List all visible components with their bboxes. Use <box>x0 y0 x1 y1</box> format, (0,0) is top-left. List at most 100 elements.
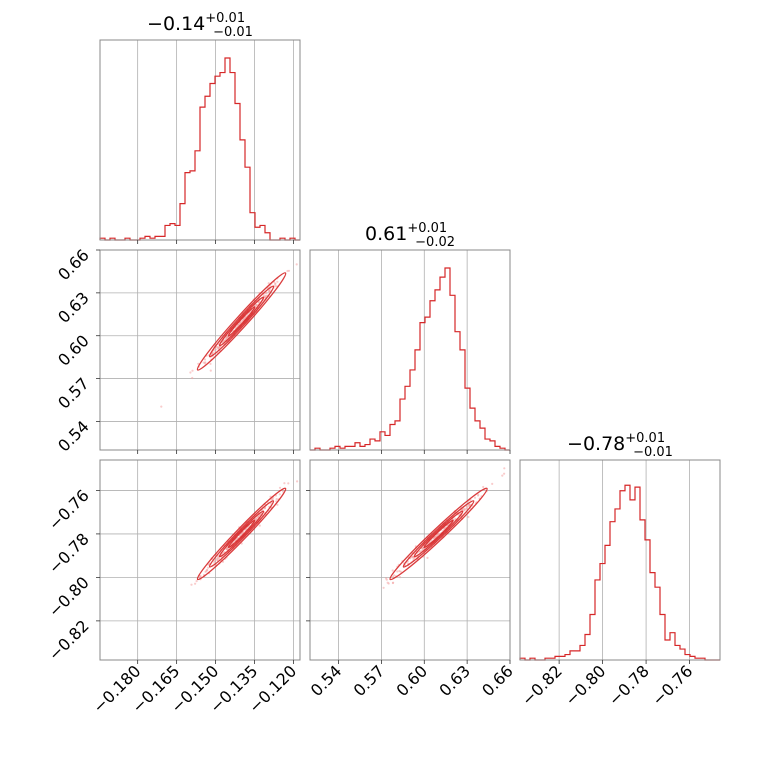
scatter-point <box>282 490 285 493</box>
scatter-point <box>501 474 504 477</box>
contour-level <box>208 500 275 568</box>
scatter-point <box>274 285 277 288</box>
scatter-point <box>391 581 394 585</box>
scatter-point <box>217 557 220 561</box>
scatter-point <box>258 301 261 304</box>
scatter-point <box>194 582 197 585</box>
contour-level <box>227 519 256 549</box>
scatter-point <box>195 580 198 583</box>
x-tick-label-param-3: −0.80 <box>561 661 609 709</box>
contour-level <box>402 500 475 568</box>
scatter-point <box>278 493 281 496</box>
title-param-2: 0.61+0.01 −0.02 <box>365 221 455 250</box>
scatter-point <box>386 581 389 584</box>
scatter-point <box>213 560 216 564</box>
scatter-point <box>191 369 194 372</box>
contour-level <box>389 487 488 581</box>
y-tick-label-param-2: 0.60 <box>54 331 93 370</box>
scatter-point <box>278 486 282 489</box>
scatter-point <box>477 493 480 496</box>
scatter-point <box>436 533 439 536</box>
scatter-point <box>385 577 388 580</box>
y-tick-label-param-2: 0.66 <box>54 245 93 284</box>
scatter-point <box>199 575 202 578</box>
scatter-point <box>268 289 271 292</box>
x-tick-label-param-3: −0.78 <box>605 661 653 709</box>
x-tick-label-param-2: 0.63 <box>435 661 474 700</box>
scatter-point <box>257 515 260 518</box>
x-tick-label-param-2: 0.66 <box>478 661 517 700</box>
contour-level <box>218 510 265 558</box>
scatter-point <box>210 352 213 355</box>
scatter-point <box>276 503 279 506</box>
title-param-1: −0.14+0.01 −0.01 <box>147 11 253 40</box>
y-tick-label-param-3: −0.76 <box>45 486 93 534</box>
scatter-point <box>287 269 291 272</box>
scatter-point <box>398 576 402 579</box>
x-tick-label-param-3: −0.82 <box>518 661 566 709</box>
scatter-point <box>283 482 286 485</box>
scatter-point <box>274 283 277 286</box>
contour-level <box>208 285 275 358</box>
scatter-point <box>503 467 506 470</box>
scatter-point <box>191 376 194 380</box>
x-tick-label-param-2: 0.54 <box>307 661 346 700</box>
scatter-point <box>160 405 163 408</box>
y-tick-label-param-2: 0.63 <box>54 288 93 327</box>
scatter-point <box>434 535 437 538</box>
panel-3-2 <box>306 459 511 664</box>
contour-level <box>218 296 265 347</box>
scatter-point <box>396 570 399 573</box>
scatter-point <box>267 282 270 285</box>
panel-frame <box>309 249 511 451</box>
scatter-point <box>197 362 200 365</box>
scatter-point <box>426 556 429 560</box>
title-param-3: −0.78+0.01 −0.01 <box>567 431 673 460</box>
scatter-point <box>465 505 468 508</box>
scatter-point <box>258 524 261 527</box>
histogram-param-3 <box>519 484 720 661</box>
contour-level <box>196 272 287 371</box>
scatter-point <box>224 336 228 339</box>
scatter-point <box>276 280 279 283</box>
scatter-point <box>393 574 396 577</box>
scatter-point <box>203 362 207 365</box>
contour-level <box>196 487 287 581</box>
scatter-point <box>296 480 299 483</box>
scatter-point <box>204 570 207 573</box>
scatter-point <box>215 557 218 560</box>
scatter-point <box>491 482 494 485</box>
panel-2-2 <box>309 249 511 454</box>
scatter-point <box>468 503 471 506</box>
panel-frame <box>309 459 511 661</box>
x-tick-label-param-2: 0.60 <box>392 661 431 700</box>
scatter-point <box>464 507 467 510</box>
y-tick-label-param-3: −0.82 <box>45 616 93 664</box>
y-tick-label-param-3: −0.78 <box>45 529 93 577</box>
scatter-point <box>473 496 477 499</box>
panel-2-1 <box>96 249 301 454</box>
scatter-point <box>287 482 290 485</box>
scatter-point <box>275 498 278 501</box>
histogram-param-2 <box>310 267 510 451</box>
scatter-point <box>217 347 220 350</box>
scatter-point <box>398 569 401 573</box>
panel-1-1 <box>99 39 301 244</box>
scatter-point <box>295 263 298 266</box>
scatter-point <box>467 515 470 519</box>
y-tick-label-param-2: 0.57 <box>54 374 93 413</box>
scatter-points-3-2 <box>382 467 506 589</box>
scatter-point <box>254 517 257 520</box>
scatter-point <box>209 369 212 372</box>
scatter-point <box>214 348 218 351</box>
scatter-point <box>207 566 210 569</box>
scatter-point <box>190 583 193 586</box>
y-tick-label-param-3: −0.80 <box>45 573 93 621</box>
contour-level <box>227 306 256 337</box>
scatter-point <box>209 362 212 365</box>
scatter-point <box>482 485 485 489</box>
panel-frame <box>99 39 301 241</box>
panel-frame <box>99 249 301 451</box>
x-tick-label-param-3: −0.76 <box>648 661 696 709</box>
